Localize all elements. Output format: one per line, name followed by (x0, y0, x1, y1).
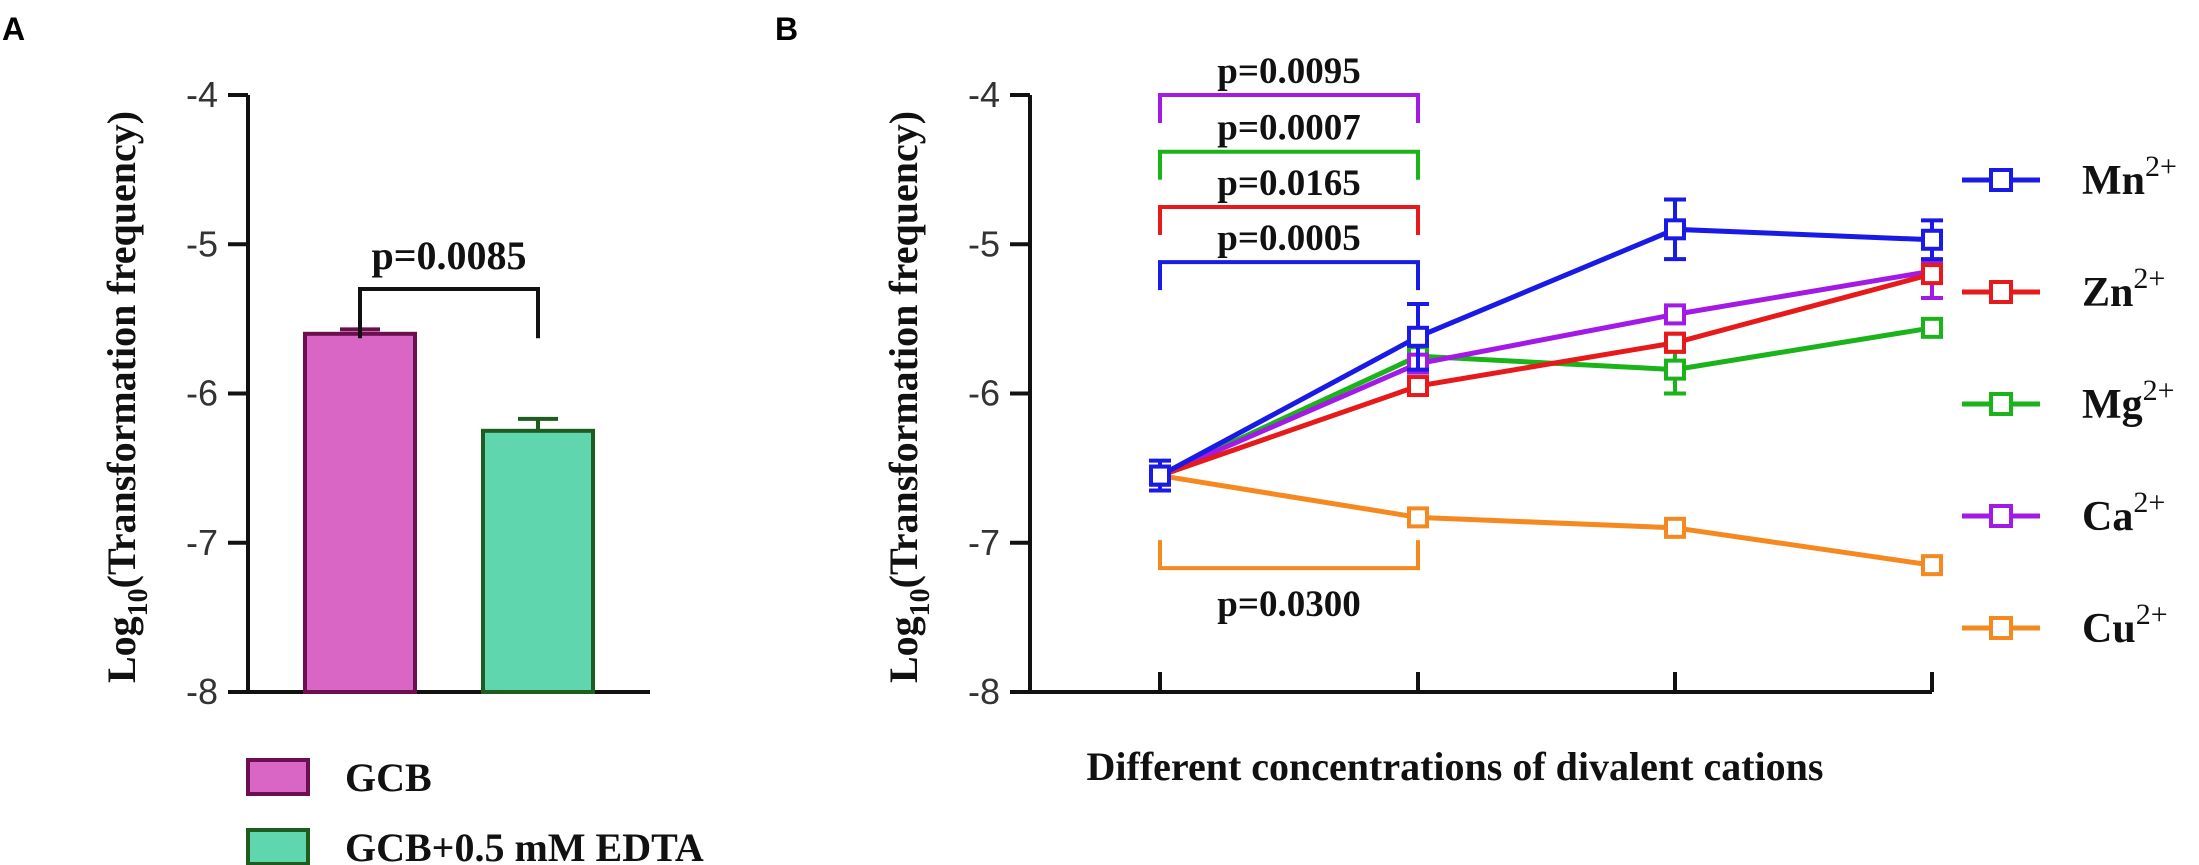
panel-b-legend-marker (1989, 392, 2013, 416)
panel-b-series-line (1158, 226, 1933, 478)
panel-b-legend-label: Mg2+ (2082, 374, 2175, 428)
panel-b-p-value: p=0.0095 (1217, 51, 1360, 92)
panel-a-bar-chart: -4 -5 -6 -7 -8 Log10(Transformation frequency… (99, 74, 704, 865)
panel-b-significance-bracket (1158, 204, 1420, 235)
panel-b-legend-marker (1989, 280, 2013, 304)
panel-a-legend-label: GCB+0.5 mM EDTA (345, 825, 704, 865)
panel-a-y-axis-label: Log10(Transformation frequency) (99, 111, 154, 683)
panel-b-y-axis-label: Log10(Transformation frequency) (881, 111, 936, 683)
panel-b-p-value: p=0.0165 (1217, 163, 1360, 204)
panel-a-significance-bracket (358, 287, 540, 339)
panel-b-p-value: p=0.0005 (1217, 218, 1360, 259)
panel-a-bar (481, 428, 595, 694)
panel-b-legend-label: Mn2+ (2082, 150, 2177, 204)
panel-b-data-point (1407, 506, 1429, 529)
panel-b-series-line (1158, 325, 1933, 478)
panel-a-y-tick-label: -5 (186, 223, 218, 264)
panel-b-data-point (1921, 228, 1943, 251)
panel-a-legend-swatch (246, 758, 310, 796)
panel-b-legend-marker (1989, 616, 2013, 640)
panel-a-legend-swatch (246, 828, 310, 865)
panel-b-data-point (1407, 325, 1429, 348)
panel-b-legend-label: Cu2+ (2082, 598, 2168, 652)
panel-a-y-tick-label: -6 (186, 373, 218, 414)
panel-b-legend-label: Zn2+ (2082, 262, 2165, 316)
panel-b-data-point (1664, 516, 1686, 539)
panel-b-legend-marker (1989, 168, 2013, 192)
panel-label-a: A (2, 11, 25, 47)
panel-b-y-tick-label: -6 (968, 373, 1000, 414)
panel-b-data-point (1921, 316, 1943, 339)
panel-b-series-line (1159, 268, 1933, 478)
panel-b-p-value: p=0.0007 (1217, 108, 1360, 149)
panel-b-p-value: p=0.0300 (1217, 584, 1360, 625)
panel-b-significance-bracket (1158, 149, 1420, 180)
panel-b-data-point (1664, 358, 1686, 381)
panel-b-legend-label: Ca2+ (2082, 486, 2165, 540)
panel-b-y-tick-label: -8 (968, 671, 1000, 712)
panel-a-p-value: p=0.0085 (371, 233, 526, 278)
panel-b-data-point (1921, 263, 1943, 286)
panel-b-x-axis-label: Different concentrations of divalent cat… (1087, 744, 1824, 789)
panel-a-bar (303, 331, 417, 694)
panel-b-y-tick-label: -5 (968, 223, 1000, 264)
panel-b-data-point (1407, 375, 1429, 398)
panel-b-data-point (1149, 464, 1171, 487)
panel-b-data-point (1664, 303, 1686, 326)
panel-b-data-point (1664, 218, 1686, 241)
panel-b-significance-bracket (1158, 540, 1420, 571)
panel-b-series-line (1159, 271, 1933, 478)
panel-b-y-tick-label: -7 (968, 522, 1000, 563)
panel-b-line-chart: -4 -5 -6 -7 -8 Log10(Transformation frequency… (881, 51, 2177, 789)
panel-b-data-point (1664, 331, 1686, 354)
panel-b-significance-bracket (1158, 260, 1420, 291)
panel-a-y-tick-label: -4 (186, 74, 218, 115)
panel-a-y-tick-label: -8 (186, 671, 218, 712)
panel-b-significance-bracket (1158, 93, 1420, 123)
panel-b-data-point (1921, 554, 1943, 577)
panel-a-y-tick-label: -7 (186, 522, 218, 563)
panel-b-series-line (1159, 473, 1933, 568)
panel-a-legend-label: GCB (345, 755, 432, 800)
panel-b-legend-marker (1989, 504, 2013, 528)
panel-label-b: B (775, 11, 798, 47)
panel-b-y-tick-label: -4 (968, 74, 1000, 115)
